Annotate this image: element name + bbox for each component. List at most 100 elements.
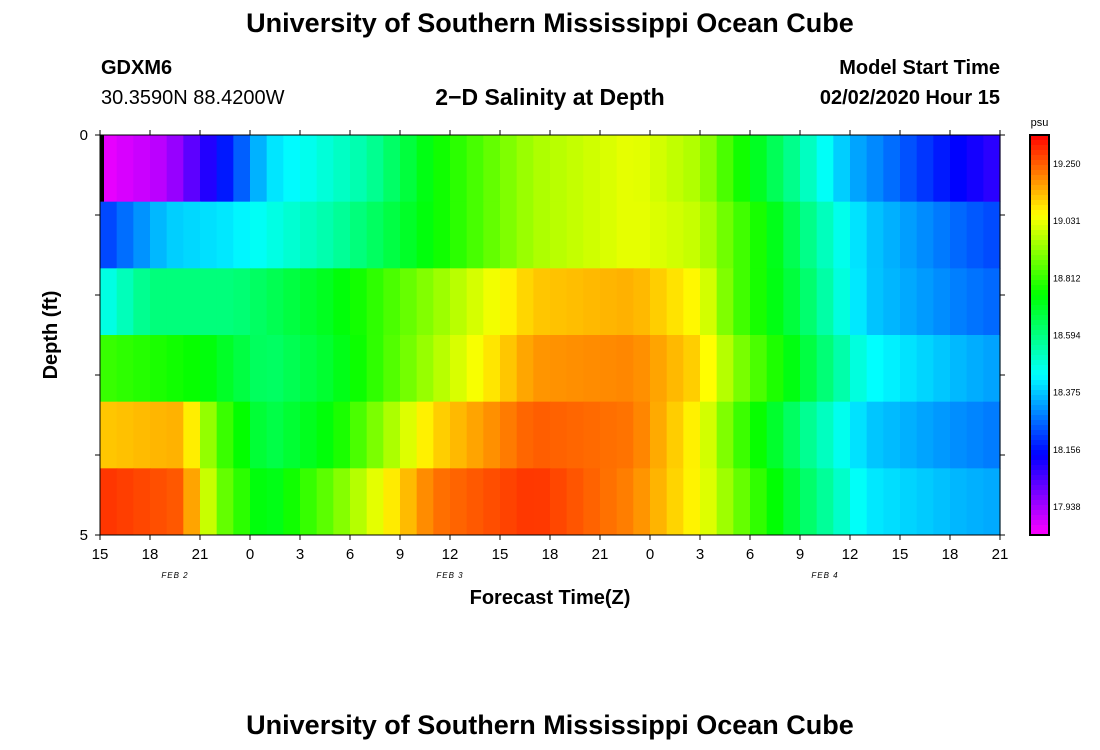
heatmap-cell: [916, 335, 934, 403]
heatmap-cell: [150, 268, 168, 336]
heatmap-cell: [933, 135, 951, 203]
heatmap-cell: [950, 135, 968, 203]
heatmap-cell: [250, 401, 268, 469]
heatmap-cell: [983, 335, 1001, 403]
heatmap-cell: [450, 335, 468, 403]
heatmap-cell: [866, 135, 884, 203]
heatmap-cell: [666, 401, 684, 469]
heatmap-cell: [616, 335, 634, 403]
colorbar-step: [1030, 330, 1049, 336]
heatmap-cell: [716, 201, 734, 269]
colorbar-step: [1030, 260, 1049, 266]
heatmap-cell: [116, 335, 134, 403]
heatmap-cell: [350, 401, 368, 469]
x-tick-label: 18: [542, 546, 559, 563]
colorbar-step: [1030, 380, 1049, 386]
heatmap-cell: [900, 335, 918, 403]
x-tick-label: 21: [992, 546, 1009, 563]
heatmap-cell: [400, 135, 418, 203]
heatmap-cell: [550, 268, 568, 336]
heatmap-cell: [650, 401, 668, 469]
x-axis-title: Forecast Time(Z): [470, 587, 631, 609]
heatmap-cell: [183, 335, 201, 403]
heatmap-cell: [983, 201, 1001, 269]
heatmap-cell: [450, 201, 468, 269]
heatmap-cell: [183, 201, 201, 269]
heatmap-cell: [450, 401, 468, 469]
heatmap-cell: [933, 401, 951, 469]
heatmap-cell: [966, 401, 984, 469]
heatmap-cell: [300, 268, 318, 336]
heatmap-cell: [233, 135, 251, 203]
colorbar-unit: psu: [1031, 117, 1049, 129]
heatmap-cell: [650, 335, 668, 403]
heatmap-cell: [600, 201, 618, 269]
heatmap-cell: [266, 335, 284, 403]
colorbar-step: [1030, 205, 1049, 211]
colorbar-label: 18.594: [1053, 330, 1081, 340]
colorbar-step: [1030, 245, 1049, 251]
heatmap-cell: [116, 401, 134, 469]
heatmap-cell: [566, 268, 584, 336]
heatmap-cell: [600, 401, 618, 469]
colorbar-step: [1030, 435, 1049, 441]
heatmap-cell: [833, 335, 851, 403]
heatmap-cell: [700, 468, 718, 536]
heatmap-cell: [450, 135, 468, 203]
heatmap-cell: [933, 201, 951, 269]
colorbar-step: [1030, 425, 1049, 431]
heatmap-cell: [683, 268, 701, 336]
model-start-label: Model Start Time: [839, 57, 1000, 79]
heatmap-cell: [983, 268, 1001, 336]
heatmap-cell: [566, 201, 584, 269]
heatmap-cell: [916, 135, 934, 203]
heatmap-cell: [583, 468, 601, 536]
heatmap-cell: [716, 135, 734, 203]
heatmap-cell: [366, 268, 384, 336]
colorbar-step: [1030, 320, 1049, 326]
heatmap-cell: [733, 135, 751, 203]
heatmap-cell: [750, 401, 768, 469]
heatmap-cell: [100, 268, 118, 336]
colorbar-step: [1030, 200, 1049, 206]
heatmap-cell: [783, 401, 801, 469]
heatmap-cell: [666, 268, 684, 336]
heatmap-cell: [250, 268, 268, 336]
x-tick-label: 15: [92, 546, 109, 563]
heatmap-cell: [850, 268, 868, 336]
heatmap-cell: [216, 135, 234, 203]
colorbar-step: [1030, 230, 1049, 236]
colorbar-step: [1030, 235, 1049, 241]
heatmap-cell: [833, 401, 851, 469]
heatmap-cell: [100, 335, 118, 403]
heatmap-cell: [483, 268, 501, 336]
colorbar-step: [1030, 215, 1049, 221]
heatmap-cell: [400, 335, 418, 403]
heatmap-cell: [233, 268, 251, 336]
heatmap-cell: [200, 335, 218, 403]
heatmap-cell: [766, 135, 784, 203]
colorbar-step: [1030, 325, 1049, 331]
heatmap-cell: [850, 201, 868, 269]
colorbar-step: [1030, 345, 1049, 351]
heatmap-cell: [466, 468, 484, 536]
plot-title: 2−D Salinity at Depth: [435, 84, 665, 110]
heatmap-cell: [850, 468, 868, 536]
heatmap-cell: [533, 135, 551, 203]
x-date-label: FEB 3: [436, 571, 463, 580]
heatmap-cell: [116, 201, 134, 269]
heatmap-cell: [366, 468, 384, 536]
heatmap-cell: [900, 401, 918, 469]
heatmap-cell: [583, 201, 601, 269]
colorbar-step: [1030, 310, 1049, 316]
heatmap-cell: [900, 268, 918, 336]
heatmap-cell: [250, 201, 268, 269]
heatmap-cell: [150, 135, 168, 203]
heatmap-cell: [550, 135, 568, 203]
heatmap-cell: [433, 401, 451, 469]
heatmap-cell: [483, 468, 501, 536]
heatmap-cell: [250, 335, 268, 403]
heatmap-cell: [266, 468, 284, 536]
heatmap-cell: [583, 268, 601, 336]
